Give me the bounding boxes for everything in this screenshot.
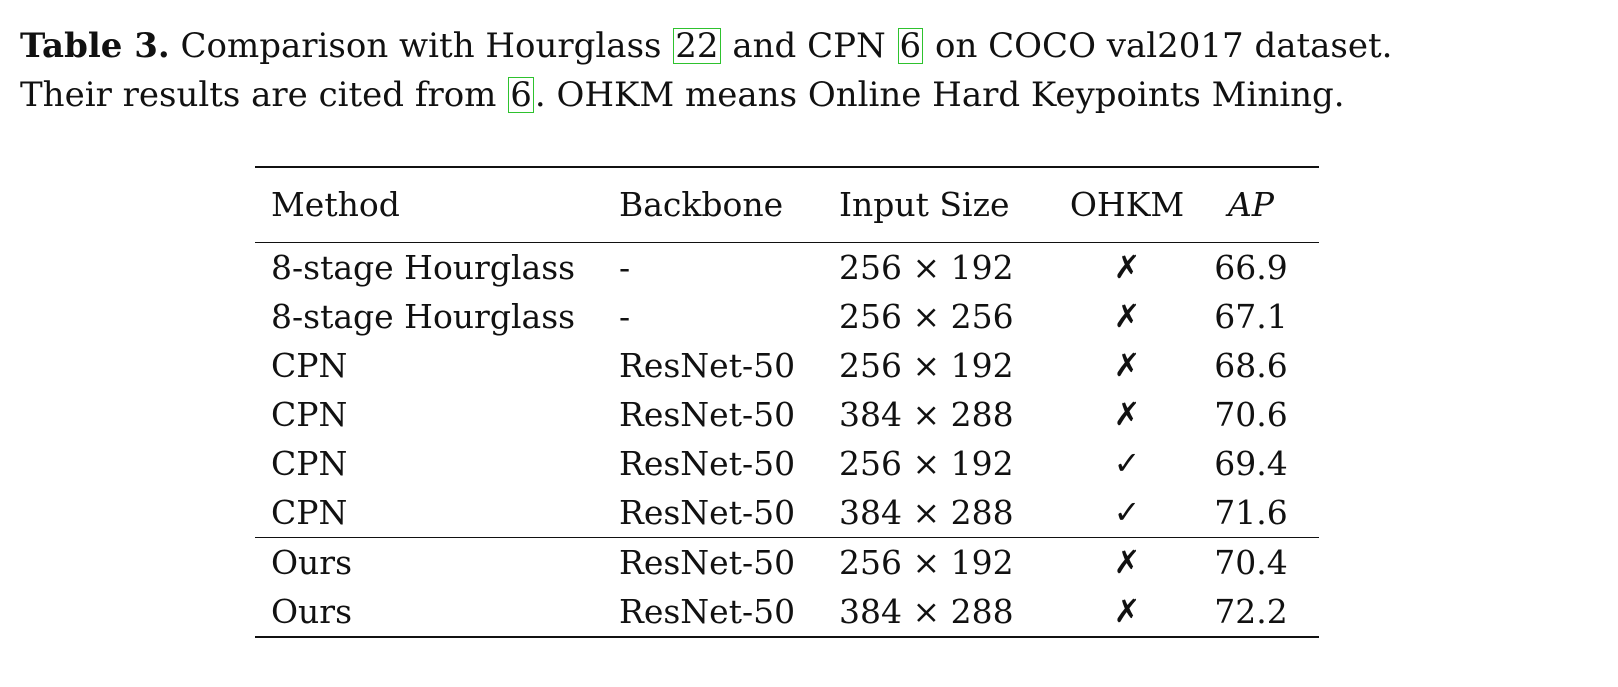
cell-input-size: 256 × 192 xyxy=(839,248,1014,287)
cell-backbone: ResNet-50 xyxy=(619,444,796,483)
table-row: 8-stage Hourglass - 256 × 192 ✗ 66.9 xyxy=(255,243,1319,293)
cell-backbone: ResNet-50 xyxy=(619,592,796,631)
header-method: Method xyxy=(271,185,400,224)
cell-input-size: 256 × 256 xyxy=(839,297,1014,336)
cell-backbone: ResNet-50 xyxy=(619,395,796,434)
cell-ohkm: ✗ xyxy=(1113,395,1141,433)
caption-text: on COCO val2017 dataset. xyxy=(924,26,1393,66)
table-row: CPN ResNet-50 256 × 192 ✗ 68.6 xyxy=(255,341,1319,390)
cell-method: Ours xyxy=(271,543,353,582)
caption-text: Their results are cited from xyxy=(20,75,508,115)
citation-link[interactable]: 6 xyxy=(508,75,534,115)
caption-text: Comparison with Hourglass xyxy=(169,26,673,66)
cell-ohkm: ✗ xyxy=(1113,248,1141,286)
cell-ohkm: ✗ xyxy=(1113,543,1141,581)
comparison-table-container: Method Backbone Input Size OHKM AP 8-sta… xyxy=(255,166,1319,638)
cell-ohkm: ✗ xyxy=(1113,297,1141,335)
table-row: CPN ResNet-50 384 × 288 ✓ 71.6 xyxy=(255,488,1319,538)
cell-ohkm: ✓ xyxy=(1113,444,1141,482)
cell-ap: 70.4 xyxy=(1214,543,1288,582)
cell-ohkm: ✓ xyxy=(1113,493,1141,531)
cell-method: 8-stage Hourglass xyxy=(271,248,576,287)
cell-ap: 69.4 xyxy=(1214,444,1288,483)
cell-ap: 72.2 xyxy=(1214,592,1288,631)
cell-ap: 70.6 xyxy=(1214,395,1288,434)
cell-backbone: ResNet-50 xyxy=(619,493,796,532)
table-header: Method Backbone Input Size OHKM AP xyxy=(255,167,1319,243)
header-ap: AP xyxy=(1227,185,1275,224)
table-caption: Table 3. Comparison with Hourglass 22 an… xyxy=(20,22,1610,120)
citation-link[interactable]: 22 xyxy=(673,26,721,66)
table-row: Ours ResNet-50 384 × 288 ✗ 72.2 xyxy=(255,587,1319,637)
baseline-rows: 8-stage Hourglass - 256 × 192 ✗ 66.9 8-s… xyxy=(255,243,1319,538)
cell-backbone: - xyxy=(619,248,631,287)
header-input-size: Input Size xyxy=(839,185,1010,224)
cell-method: Ours xyxy=(271,592,353,631)
cell-input-size: 256 × 192 xyxy=(839,346,1014,385)
caption-line-2: Their results are cited from 6. OHKM mea… xyxy=(20,71,1610,120)
header-ohkm: OHKM xyxy=(1069,185,1185,224)
cell-ap: 67.1 xyxy=(1214,297,1288,336)
cell-ap: 66.9 xyxy=(1214,248,1288,287)
table-row: CPN ResNet-50 256 × 192 ✓ 69.4 xyxy=(255,439,1319,488)
caption-label: Table 3. xyxy=(20,26,170,66)
comparison-table: Method Backbone Input Size OHKM AP 8-sta… xyxy=(255,166,1319,638)
cell-backbone: - xyxy=(619,297,631,336)
cell-ap: 71.6 xyxy=(1214,493,1288,532)
cell-backbone: ResNet-50 xyxy=(619,346,796,385)
table-row: Ours ResNet-50 256 × 192 ✗ 70.4 xyxy=(255,538,1319,588)
header-row: Method Backbone Input Size OHKM AP xyxy=(255,167,1319,243)
cell-method: CPN xyxy=(271,444,348,483)
cell-input-size: 384 × 288 xyxy=(839,592,1014,631)
caption-text: . OHKM means Online Hard Keypoints Minin… xyxy=(534,75,1345,115)
header-backbone: Backbone xyxy=(619,185,784,224)
cell-ohkm: ✗ xyxy=(1113,592,1141,630)
cell-input-size: 384 × 288 xyxy=(839,493,1014,532)
table-row: CPN ResNet-50 384 × 288 ✗ 70.6 xyxy=(255,390,1319,439)
caption-line-1: Table 3. Comparison with Hourglass 22 an… xyxy=(20,22,1610,71)
cell-input-size: 384 × 288 xyxy=(839,395,1014,434)
table-row: 8-stage Hourglass - 256 × 256 ✗ 67.1 xyxy=(255,292,1319,341)
ours-rows: Ours ResNet-50 256 × 192 ✗ 70.4 Ours Res… xyxy=(255,538,1319,637)
citation-link[interactable]: 6 xyxy=(897,26,924,66)
cell-method: CPN xyxy=(271,493,348,532)
caption-text: and CPN xyxy=(721,26,897,66)
cell-method: CPN xyxy=(271,346,348,385)
cell-input-size: 256 × 192 xyxy=(839,444,1014,483)
cell-method: CPN xyxy=(271,395,348,434)
cell-ap: 68.6 xyxy=(1214,346,1288,385)
cell-backbone: ResNet-50 xyxy=(619,543,796,582)
cell-method: 8-stage Hourglass xyxy=(271,297,576,336)
cell-input-size: 256 × 192 xyxy=(839,543,1014,582)
cell-ohkm: ✗ xyxy=(1113,346,1141,384)
